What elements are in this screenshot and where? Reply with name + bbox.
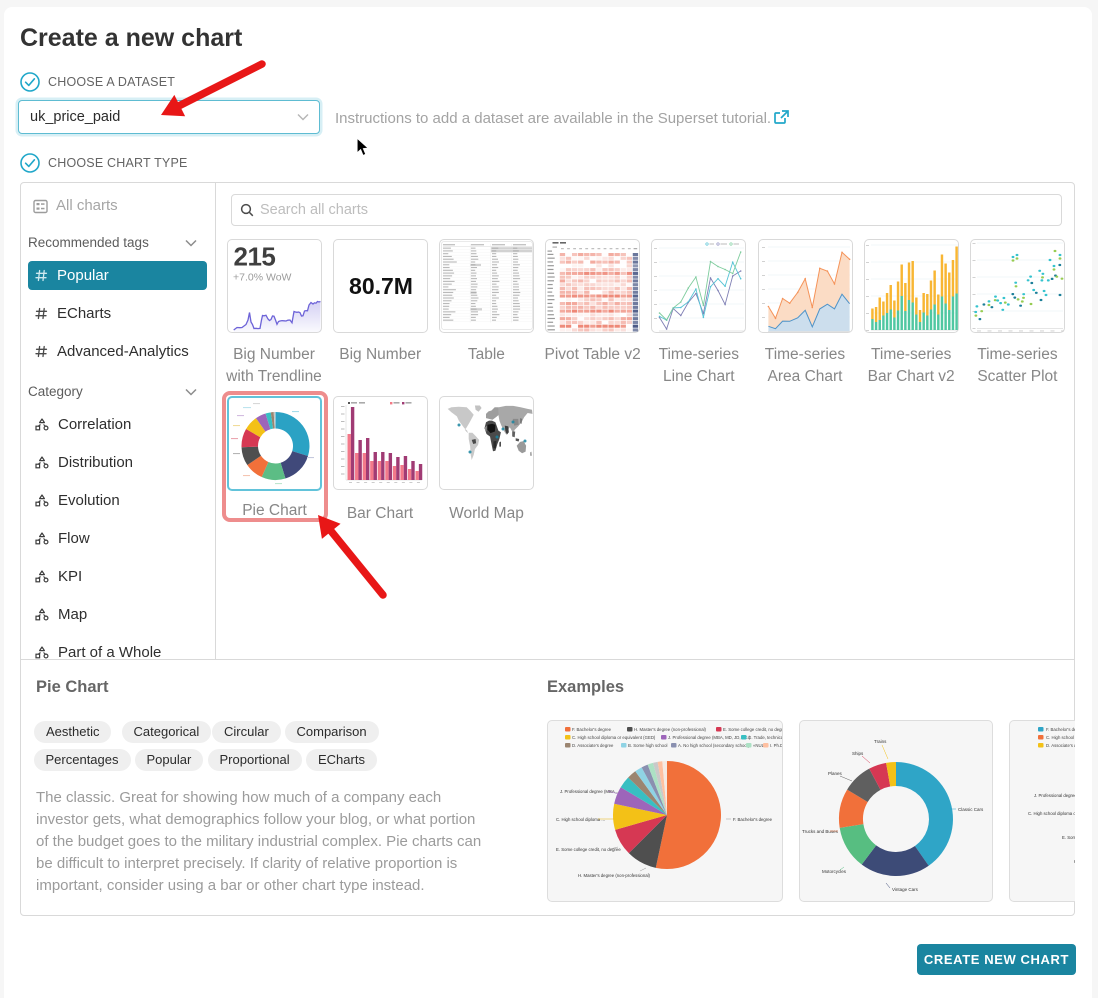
svg-text:Ships: Ships — [852, 751, 864, 756]
svg-text:Classic Cars: Classic Cars — [958, 807, 984, 812]
svg-text:F. Bachelor's degree: F. Bachelor's degree — [733, 817, 773, 822]
svg-text:H. Mast: H. Mast — [1074, 859, 1075, 864]
svg-text:C. High school diplom: C. High school diplom — [1046, 735, 1075, 740]
svg-text:J. Professional degree (MBA, M: J. Professional degree (MBA, MD, JD, etc… — [668, 735, 751, 740]
svg-text:+7.0% WoW: +7.0% WoW — [233, 272, 292, 284]
svg-text:A. No high school (secondary s: A. No high school (secondary school) — [678, 743, 750, 748]
svg-text:F. Bachelor's degree: F. Bachelor's degree — [1046, 727, 1075, 732]
svg-text:J. Professional degree (M: J. Professional degree (M — [1034, 793, 1075, 798]
svg-text:Vintage Cars: Vintage Cars — [892, 887, 919, 892]
svg-text:Planes: Planes — [828, 771, 843, 776]
svg-text:E. Some college: E. Some college — [1062, 835, 1075, 840]
svg-text:H. Master's degree (non-profes: H. Master's degree (non-professional) — [634, 727, 707, 732]
svg-text:80.7M: 80.7M — [349, 273, 413, 299]
svg-text:D. Associate's degre: D. Associate's degre — [1046, 743, 1075, 748]
svg-text:H. Master's degree (non-profes: H. Master's degree (non-professional) — [578, 873, 651, 878]
svg-text:J. Professional degree (MBA...: J. Professional degree (MBA... — [560, 789, 618, 794]
svg-text:I. Ph.D.: I. Ph.D. — [770, 743, 782, 748]
svg-text:D. Associate's degree: D. Associate's degree — [572, 743, 614, 748]
svg-text:G. Trade, technical, or vocati: G. Trade, technical, or vocational train… — [748, 735, 782, 740]
svg-text:F. Bachelor's degree: F. Bachelor's degree — [572, 727, 612, 732]
svg-text:C. High school diploma or eq: C. High school diploma or eq — [1028, 811, 1075, 816]
svg-text:215: 215 — [233, 242, 275, 272]
svg-text:C. High school diploma ...: C. High school diploma ... — [556, 817, 605, 822]
svg-text:Motorcycles: Motorcycles — [822, 869, 847, 874]
svg-text:«NULL»: «NULL» — [753, 743, 769, 748]
svg-text:B. Some high school: B. Some high school — [628, 743, 667, 748]
svg-text:Trucks and Buses: Trucks and Buses — [802, 829, 839, 834]
svg-text:E. Some college credit, no deg: E. Some college credit, no degree — [556, 847, 621, 852]
svg-text:C. High school diploma or equi: C. High school diploma or equivalent (GE… — [572, 735, 656, 740]
svg-text:E. Some college credit, no deg: E. Some college credit, no degree — [723, 727, 782, 732]
svg-text:Trains: Trains — [874, 739, 887, 744]
